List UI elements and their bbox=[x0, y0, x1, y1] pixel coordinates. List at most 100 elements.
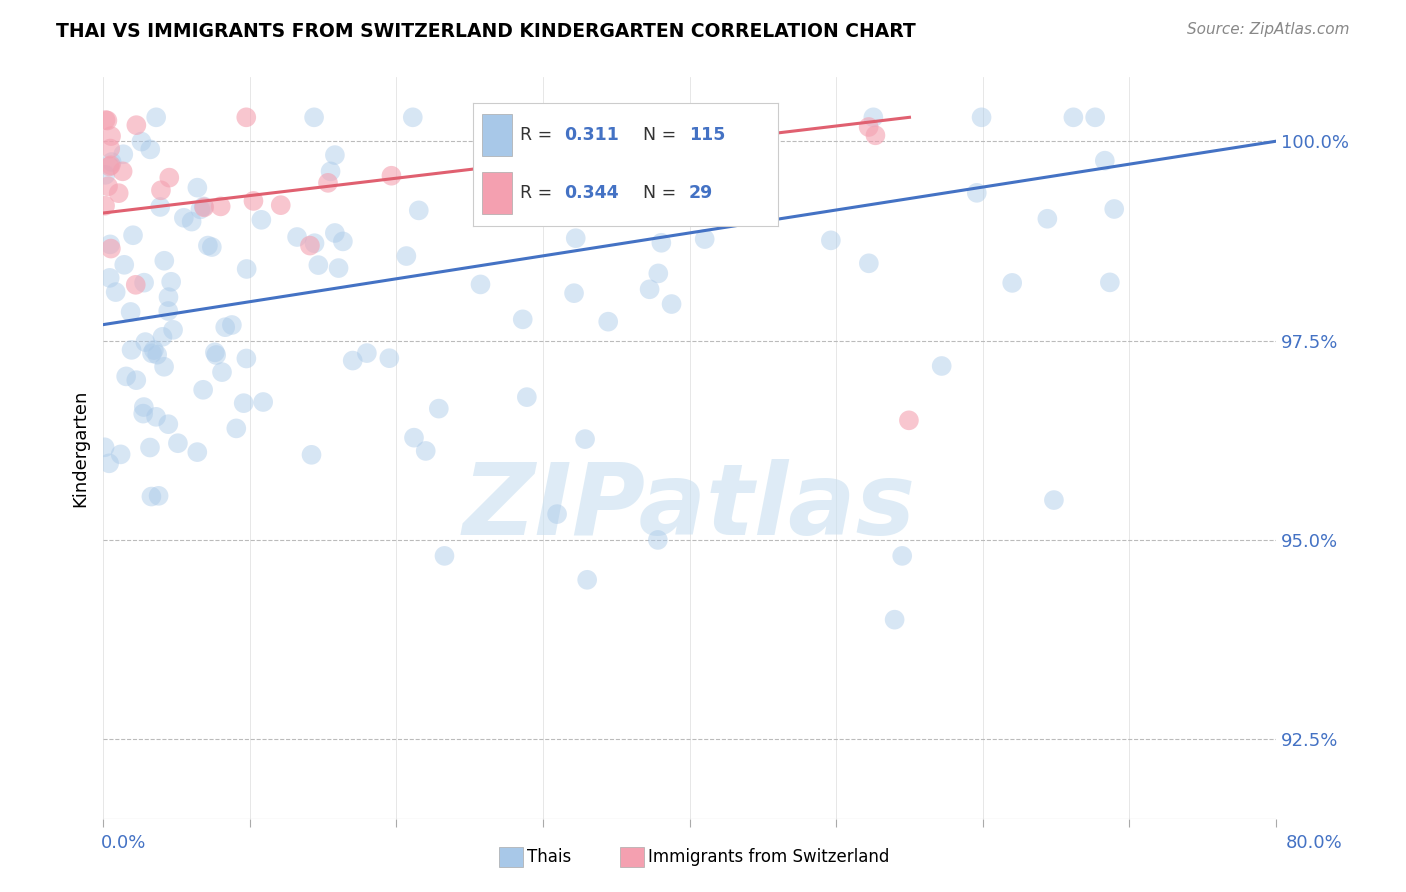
Point bbox=[427, 401, 450, 416]
Point bbox=[214, 320, 236, 334]
Point bbox=[562, 286, 585, 301]
Point bbox=[302, 111, 325, 125]
Point bbox=[190, 202, 212, 217]
Point bbox=[125, 277, 148, 292]
Point bbox=[162, 323, 184, 337]
Point bbox=[141, 490, 163, 504]
Point bbox=[301, 448, 323, 462]
Point bbox=[141, 346, 163, 360]
Point bbox=[193, 199, 215, 213]
Point bbox=[1102, 202, 1125, 216]
Point bbox=[149, 183, 172, 197]
Point bbox=[1062, 111, 1084, 125]
Point bbox=[121, 343, 143, 357]
Point bbox=[891, 549, 914, 563]
Point bbox=[152, 330, 174, 344]
Point bbox=[638, 282, 661, 296]
Point bbox=[125, 118, 148, 132]
Point bbox=[319, 164, 342, 178]
Point bbox=[1001, 276, 1024, 290]
Point bbox=[160, 275, 183, 289]
Point bbox=[307, 258, 329, 272]
Y-axis label: Kindergarten: Kindergarten bbox=[72, 390, 89, 507]
Point bbox=[546, 507, 568, 521]
Point bbox=[146, 348, 169, 362]
Point bbox=[197, 238, 219, 252]
Point bbox=[395, 249, 418, 263]
Point bbox=[94, 168, 117, 182]
Point bbox=[1098, 276, 1121, 290]
Point bbox=[235, 262, 257, 277]
Text: 0.0%: 0.0% bbox=[101, 834, 146, 852]
Point bbox=[134, 335, 156, 350]
Point bbox=[548, 111, 571, 125]
Point bbox=[378, 351, 401, 366]
Point bbox=[470, 277, 492, 292]
Point bbox=[600, 115, 623, 129]
Text: Source: ZipAtlas.com: Source: ZipAtlas.com bbox=[1187, 22, 1350, 37]
Point bbox=[98, 160, 121, 174]
Point bbox=[323, 148, 346, 162]
Text: Immigrants from Switzerland: Immigrants from Switzerland bbox=[648, 848, 890, 866]
Point bbox=[1084, 111, 1107, 125]
Point bbox=[564, 231, 586, 245]
Point bbox=[120, 305, 142, 319]
Point bbox=[204, 345, 226, 359]
Point bbox=[408, 203, 430, 218]
Point bbox=[647, 267, 669, 281]
Point bbox=[647, 533, 669, 547]
Point bbox=[211, 365, 233, 379]
Point bbox=[342, 353, 364, 368]
Point bbox=[574, 432, 596, 446]
Point bbox=[931, 359, 953, 373]
Point bbox=[225, 421, 247, 435]
Point bbox=[415, 444, 437, 458]
Point bbox=[235, 111, 257, 125]
Point bbox=[1036, 211, 1059, 226]
Point bbox=[100, 242, 122, 256]
Point bbox=[897, 413, 920, 427]
Point bbox=[115, 369, 138, 384]
Point bbox=[100, 158, 122, 172]
Point bbox=[132, 400, 155, 414]
Point bbox=[356, 346, 378, 360]
Point bbox=[970, 111, 993, 125]
Point bbox=[107, 186, 129, 201]
Point bbox=[148, 489, 170, 503]
Point bbox=[173, 211, 195, 225]
Point bbox=[100, 155, 122, 169]
Point bbox=[598, 315, 620, 329]
Point bbox=[304, 236, 326, 251]
Point bbox=[139, 142, 162, 156]
Point bbox=[655, 142, 678, 156]
Point bbox=[149, 200, 172, 214]
Point bbox=[620, 178, 643, 193]
Point bbox=[94, 199, 117, 213]
Point bbox=[298, 238, 321, 252]
Point bbox=[94, 113, 117, 128]
Point bbox=[131, 135, 153, 149]
Point bbox=[98, 142, 121, 156]
Point bbox=[858, 256, 880, 270]
Point bbox=[180, 214, 202, 228]
Point bbox=[157, 170, 180, 185]
Point bbox=[186, 180, 208, 194]
Point bbox=[186, 445, 208, 459]
Point bbox=[153, 359, 176, 374]
Point bbox=[966, 186, 988, 200]
Point bbox=[209, 199, 232, 213]
Point bbox=[380, 169, 402, 183]
Text: 80.0%: 80.0% bbox=[1286, 834, 1343, 852]
Point bbox=[402, 111, 425, 125]
Point bbox=[142, 343, 165, 357]
Point bbox=[157, 417, 180, 432]
Point bbox=[157, 304, 180, 318]
Point bbox=[650, 235, 672, 250]
Point bbox=[111, 164, 134, 178]
Point bbox=[201, 240, 224, 254]
Point bbox=[516, 390, 538, 404]
Point bbox=[132, 276, 155, 290]
Point bbox=[270, 198, 292, 212]
Point bbox=[104, 285, 127, 299]
Point bbox=[100, 129, 122, 144]
